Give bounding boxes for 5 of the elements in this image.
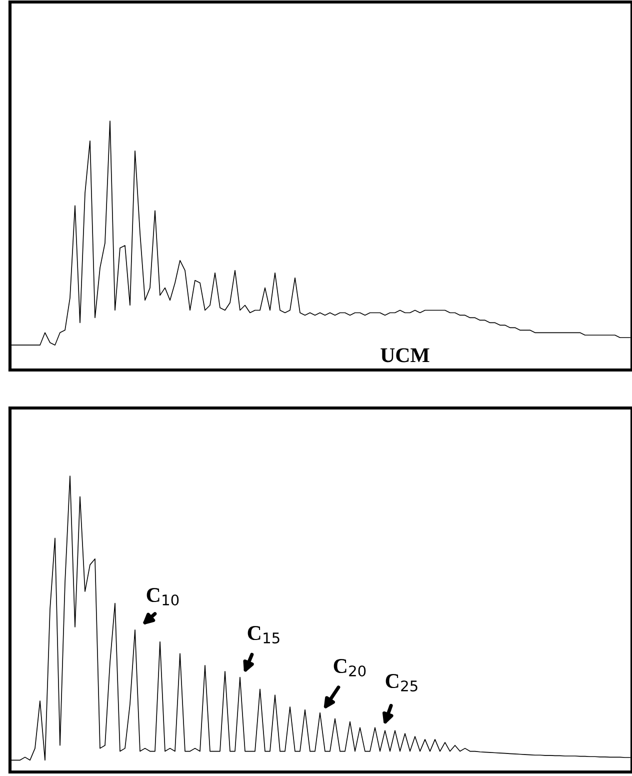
annotation: C$_{15}$ [248,626,280,644]
annotation: C$_{10}$ [146,588,179,606]
annotation: C$_{25}$ [386,674,418,692]
annotation: C$_{20}$ [334,659,366,676]
annotation: UCM [380,348,430,362]
